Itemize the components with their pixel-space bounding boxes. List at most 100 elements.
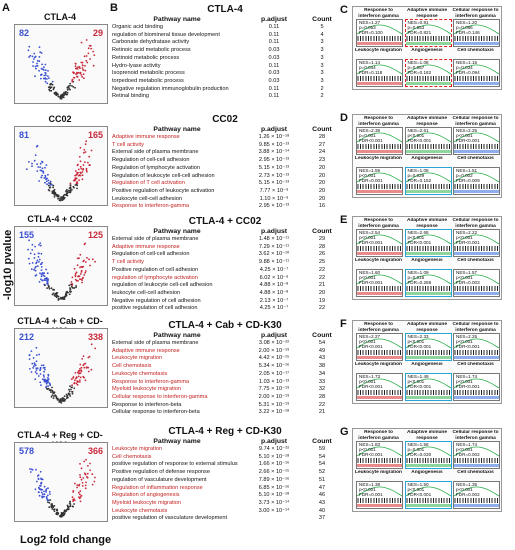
volcano-point xyxy=(44,277,46,280)
enrichment-plot xyxy=(453,19,500,47)
table-row: Retinoic acid metabolic process 0.03 3 xyxy=(112,47,338,55)
volcano-point xyxy=(41,496,44,499)
volcano-point xyxy=(90,343,93,346)
gsea-panel: Response to interferon gamma NES=2.54 p<0.… xyxy=(352,216,502,300)
pathway-name: Regulation of leukocyte cell-cell adhesi… xyxy=(112,172,215,179)
volcano-point xyxy=(64,193,66,196)
volcano-point xyxy=(68,189,70,192)
volcano-point xyxy=(35,360,38,363)
p-adjust-value: 5.34 × 10⁻¹⁶ xyxy=(258,363,290,370)
volcano-point xyxy=(43,279,46,281)
p-adjust-value: 2.95 × 10⁻¹³ xyxy=(258,157,290,164)
gsea-stat: NES=1.56 xyxy=(407,442,429,447)
table-row: Cell chemotaxis 5.10 × 10⁻¹⁸ 54 xyxy=(112,454,338,462)
table-header-cell: Pathway name xyxy=(153,332,201,339)
volcano-point xyxy=(73,72,75,75)
upregulated-count: 125 xyxy=(87,230,103,240)
volcano-point xyxy=(35,367,38,369)
table-row: Positive regulation of leukocyte activat… xyxy=(112,188,338,196)
p-adjust-value: 2.13 × 10⁻⁷ xyxy=(259,297,289,304)
rank-gradient xyxy=(454,504,499,507)
enrichment-curve xyxy=(357,486,402,497)
volcano-point xyxy=(76,484,79,486)
volcano-point xyxy=(76,486,78,489)
count-value: 3 xyxy=(320,54,324,61)
volcano-point xyxy=(78,369,81,372)
volcano-point xyxy=(75,67,78,70)
volcano-point xyxy=(41,493,44,496)
table-row: Cellular response to interferon-beta 3.22… xyxy=(112,409,338,417)
volcano-point xyxy=(42,77,45,80)
gsea-stat: FDR<0.001 xyxy=(359,452,383,457)
volcano-point xyxy=(92,64,95,67)
volcano-point xyxy=(65,393,68,396)
table-header-cell: Pathway name xyxy=(153,16,201,23)
volcano-point xyxy=(83,55,86,58)
count-value: 33 xyxy=(318,378,326,385)
volcano-point xyxy=(83,259,85,262)
volcano-point xyxy=(55,512,58,515)
volcano-point xyxy=(49,180,52,183)
p-adjust-value: 1.10 × 10⁻⁹ xyxy=(259,195,289,202)
volcano-point xyxy=(58,95,60,98)
gsea-stat: FDR=0.821 xyxy=(407,30,432,35)
volcano-point xyxy=(69,505,72,508)
volcano-plot: 81 165 xyxy=(14,126,108,206)
enrichment-plot xyxy=(404,333,452,361)
volcano-point xyxy=(60,94,62,97)
volcano-point xyxy=(67,85,70,88)
rank-gradient xyxy=(357,190,402,193)
table-header-cell: Count xyxy=(312,126,332,133)
volcano-point xyxy=(84,487,87,490)
gsea-stat: NES=1.38 xyxy=(359,482,381,487)
volcano-point xyxy=(40,52,43,54)
upregulated-count: 29 xyxy=(92,28,103,38)
table-row: Regulation of cell-cell adhesion 3.62 × 1… xyxy=(112,251,338,259)
gsea-stats: NES=2.33 p<0.001 FDR<0.001 xyxy=(408,334,432,349)
volcano-point xyxy=(74,379,76,382)
volcano-point xyxy=(76,264,79,267)
count-value: 5 xyxy=(320,24,324,30)
volcano-point xyxy=(39,272,41,275)
panel-label-d: D xyxy=(340,112,348,124)
volcano-point xyxy=(80,41,83,44)
volcano-point xyxy=(88,258,90,261)
gsea-stat: p<0.001 xyxy=(359,487,376,492)
volcano-point xyxy=(79,363,82,366)
volcano-point xyxy=(46,379,49,381)
gsea-stat: NES=2.25 xyxy=(456,128,478,133)
count-value: 22 xyxy=(318,266,326,273)
volcano-point xyxy=(34,65,37,68)
table-header-cell: Count xyxy=(312,228,332,235)
volcano-point xyxy=(46,377,49,379)
gsea-stats: NES=1.49 p<0.001 FDR<0.001 xyxy=(408,374,432,389)
table-row: regulation of vasculature development 7.8… xyxy=(112,477,338,485)
count-value: 26 xyxy=(318,251,326,258)
volcano-point xyxy=(48,506,51,509)
gsea-stat: FDR<0.001 xyxy=(407,344,432,349)
pathway-name: Positive regulation of leukocyte activat… xyxy=(112,187,215,194)
gsea-stat: p<0.001 xyxy=(359,235,376,240)
hit-bars xyxy=(454,286,499,291)
volcano-point xyxy=(28,56,30,58)
rank-gradient xyxy=(454,82,499,85)
volcano-point xyxy=(28,161,30,163)
volcano-point xyxy=(45,490,47,493)
volcano-point xyxy=(65,291,68,294)
volcano-point xyxy=(85,59,88,62)
p-adjust-value: 7.75 × 10⁻¹⁹ xyxy=(258,386,290,393)
volcano-point xyxy=(41,272,44,274)
table-header-cell: Pathway name xyxy=(153,126,201,133)
gsea-stat: FDR<0.001 xyxy=(359,344,383,349)
pathway-name: External side of plasma membrane xyxy=(112,236,199,242)
pathway-name: Myeloid leukocyte migration xyxy=(112,386,182,393)
volcano-point xyxy=(35,261,38,264)
volcano-point xyxy=(84,242,86,245)
gsea-stat: p<0.001 xyxy=(407,487,425,492)
table-row: Hydro-lyase activity 0.11 3 xyxy=(112,63,338,71)
volcano-point xyxy=(47,86,50,89)
table-row: Leukocyte chemotaxis 3.00 × 10⁻¹⁴ 40 xyxy=(112,508,338,516)
volcano-point xyxy=(41,488,43,491)
volcano-point xyxy=(48,382,51,385)
pathway-name: T cell activity xyxy=(112,259,144,266)
